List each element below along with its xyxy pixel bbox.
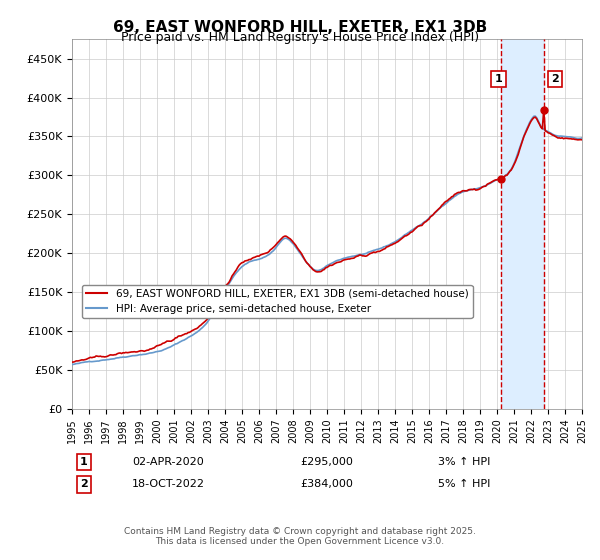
Bar	[501, 39, 544, 409]
Text: 18-OCT-2022: 18-OCT-2022	[132, 479, 205, 489]
Text: 3% ↑ HPI: 3% ↑ HPI	[438, 457, 490, 467]
Text: 2: 2	[80, 479, 88, 489]
Text: £295,000: £295,000	[300, 457, 353, 467]
Text: 1: 1	[494, 74, 502, 84]
Text: Price paid vs. HM Land Registry's House Price Index (HPI): Price paid vs. HM Land Registry's House …	[121, 31, 479, 44]
Text: 1: 1	[80, 457, 88, 467]
Text: Contains HM Land Registry data © Crown copyright and database right 2025.
This d: Contains HM Land Registry data © Crown c…	[124, 526, 476, 546]
Text: 02-APR-2020: 02-APR-2020	[132, 457, 204, 467]
Legend: 69, EAST WONFORD HILL, EXETER, EX1 3DB (semi-detached house), HPI: Average price: 69, EAST WONFORD HILL, EXETER, EX1 3DB (…	[82, 284, 473, 318]
Text: £384,000: £384,000	[300, 479, 353, 489]
Text: 5% ↑ HPI: 5% ↑ HPI	[438, 479, 490, 489]
Text: 69, EAST WONFORD HILL, EXETER, EX1 3DB: 69, EAST WONFORD HILL, EXETER, EX1 3DB	[113, 20, 487, 35]
Text: 2: 2	[551, 74, 559, 84]
